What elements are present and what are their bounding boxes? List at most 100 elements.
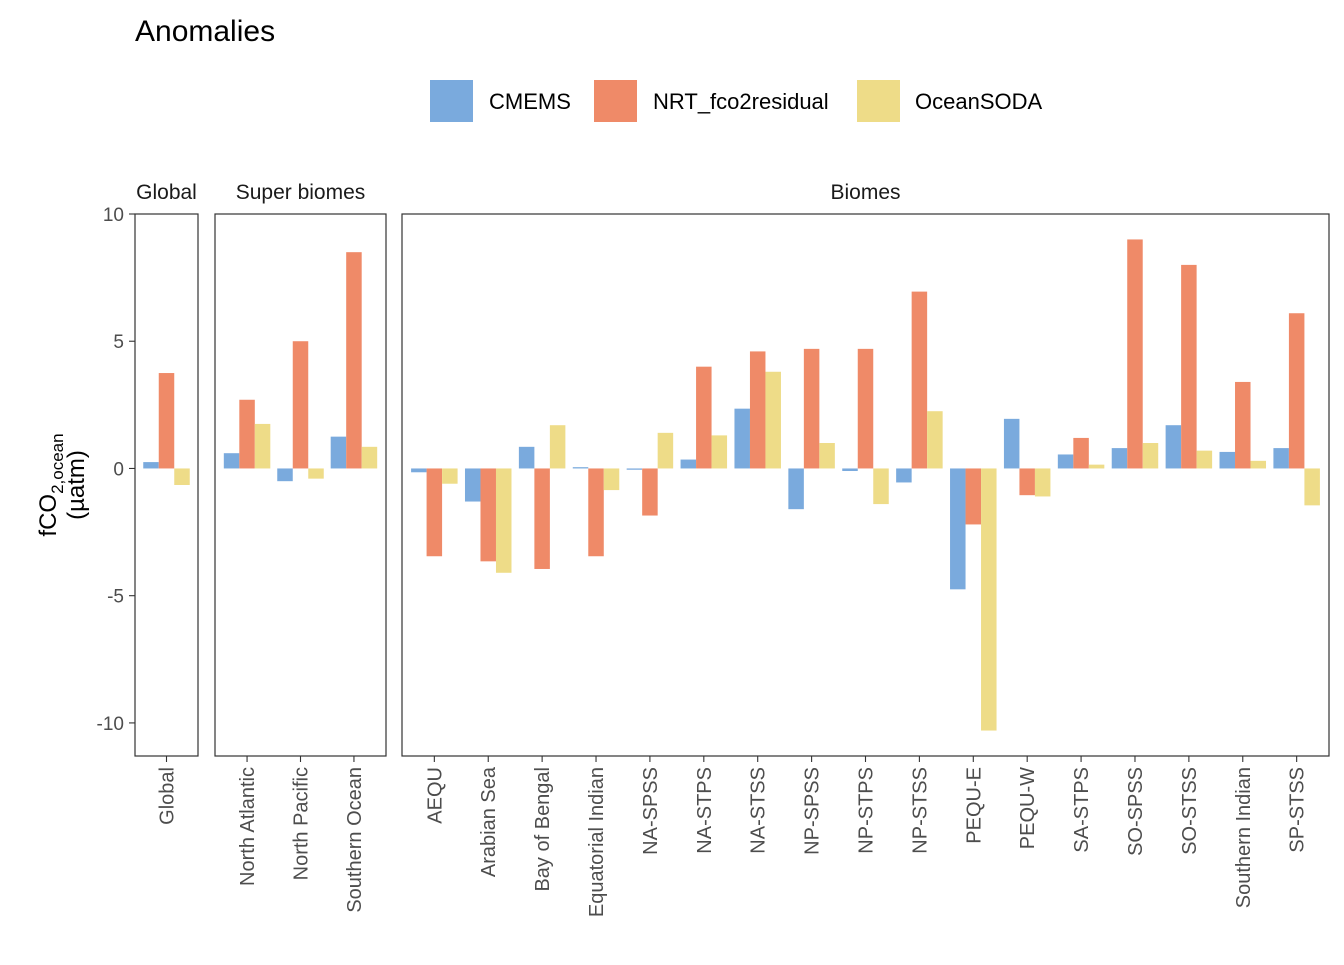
bar (254, 423, 271, 469)
x-tick-label: Global (157, 767, 179, 825)
x-tick-label: NP-STSS (909, 767, 931, 854)
x-tick-label: Bay of Bengal (532, 767, 554, 892)
bar (572, 467, 589, 469)
x-tick-label: NA-STSS (748, 767, 770, 854)
bar (896, 468, 912, 483)
bar (158, 373, 175, 469)
bar (981, 468, 997, 731)
bar (1235, 381, 1251, 469)
bar (842, 468, 858, 472)
bar (330, 436, 347, 469)
bar (1034, 468, 1051, 497)
bar (1073, 437, 1089, 469)
bar (927, 411, 943, 469)
bar (239, 399, 255, 469)
panel-border (214, 213, 387, 757)
bar (480, 468, 496, 562)
x-tick-label: NP-SPSS (802, 767, 824, 855)
legend-swatch-2 (857, 80, 900, 122)
bar (1165, 425, 1182, 469)
bar (277, 468, 293, 482)
x-tick-label: AEQU (424, 767, 446, 824)
legend-swatch-0 (430, 80, 473, 122)
bar (588, 468, 604, 557)
y-tick-label: 5 (113, 332, 124, 353)
y-tick-label: -5 (107, 587, 124, 608)
bar (1250, 460, 1267, 469)
bar (788, 468, 804, 510)
bar (857, 348, 874, 469)
bar (518, 446, 535, 469)
y-axis-label: fCO (35, 494, 62, 537)
x-tick-label: Equatorial Indian (586, 767, 608, 917)
bar (143, 462, 159, 469)
legend-label-1: NRT_fco2residual (653, 89, 829, 114)
bar (626, 468, 643, 470)
bar (680, 459, 697, 469)
bar (642, 468, 658, 516)
bar (426, 468, 443, 557)
bar (911, 291, 928, 469)
x-tick-label: North Atlantic (237, 767, 259, 886)
y-tick-label: 0 (113, 459, 124, 480)
x-tick-label: SO-SPSS (1125, 767, 1147, 856)
x-tick-label: Southern Ocean (344, 767, 366, 913)
bar (803, 348, 820, 469)
y-tick-label: 10 (103, 205, 124, 226)
y-axis-units: (µatm) (63, 450, 90, 520)
bar (819, 443, 835, 469)
bar (1057, 454, 1074, 469)
bar (308, 468, 324, 479)
bar (711, 435, 728, 469)
bar (495, 468, 512, 573)
facet-strip-label: Super biomes (236, 181, 366, 204)
legend-swatch-1 (594, 80, 637, 122)
bar (174, 468, 190, 485)
panel-0: Global Global (134, 181, 199, 825)
panel-border (134, 213, 199, 757)
x-tick-label: NA-STPS (694, 767, 716, 854)
x-tick-label: North Pacific (291, 767, 313, 880)
bar (549, 425, 566, 469)
bar (292, 341, 309, 469)
bar (657, 432, 674, 469)
bar (411, 468, 427, 473)
y-axis-label-subscript: 2,ocean (48, 433, 67, 494)
bar (534, 468, 550, 569)
bar (361, 446, 378, 469)
bar (1003, 418, 1020, 469)
x-tick-label: PEQU-E (963, 767, 985, 844)
bar (1273, 448, 1289, 469)
x-tick-label: SA-STPS (1071, 767, 1093, 853)
panel-border (401, 213, 1330, 757)
legend-label-0: CMEMS (489, 89, 571, 114)
bar (749, 351, 766, 469)
facet-strip-label: Global (136, 181, 197, 204)
x-tick-label: NA-SPSS (640, 767, 662, 855)
bar (873, 468, 889, 505)
legend-label-2: OceanSODA (915, 89, 1042, 114)
bar (1111, 448, 1128, 469)
panels: Global Global Super biomes North Atlantic No… (134, 181, 1330, 917)
bar (1219, 451, 1236, 469)
bar (603, 468, 620, 491)
bar (696, 366, 712, 469)
x-tick-label: Arabian Sea (478, 766, 500, 877)
legend: CMEMS NRT_fco2residual OceanSODA (430, 80, 1042, 122)
bar (442, 468, 458, 484)
bar (464, 468, 481, 502)
x-tick-label: Southern Indian (1233, 767, 1255, 908)
y-axis-title: fCO2,ocean (µatm) (35, 433, 90, 536)
bar (965, 468, 982, 525)
bar (734, 408, 750, 469)
bar (1304, 468, 1320, 506)
svg-text:fCO2,ocean: fCO2,ocean (35, 433, 67, 536)
panel-2: Biomes AEQU Arabian Sea Bay of Bengal Equato… (401, 181, 1330, 917)
y-tick-label: -10 (97, 714, 124, 735)
bar (1019, 468, 1035, 496)
bar (346, 252, 362, 469)
bar (223, 453, 240, 469)
x-tick-label: PEQU-W (1017, 767, 1039, 849)
x-tick-label: SO-STSS (1179, 767, 1201, 855)
